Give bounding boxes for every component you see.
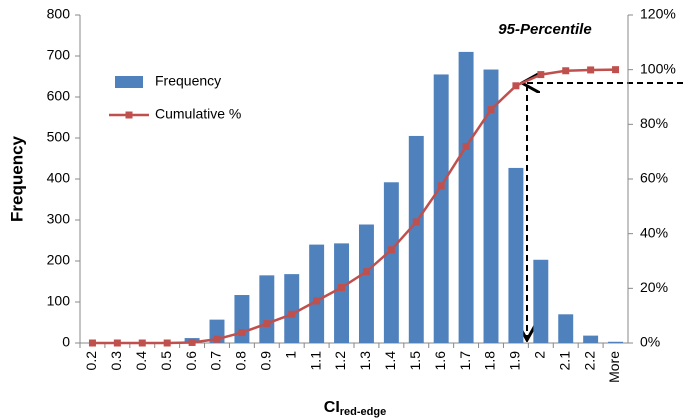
y2-tick-label: 80%	[640, 115, 668, 131]
y-tick-label: 700	[47, 47, 71, 63]
line-marker	[487, 106, 495, 114]
x-tick-label: 1.1	[307, 351, 323, 371]
line-marker	[387, 246, 395, 254]
x-tick-label: 0.5	[158, 351, 174, 371]
legend-swatch-marker	[125, 111, 133, 119]
x-tick-label: 1	[282, 351, 298, 359]
y-tick-label: 100	[47, 293, 71, 309]
x-tick-label: 2	[532, 351, 548, 359]
x-tick-label: 1.2	[332, 351, 348, 371]
line-marker	[263, 320, 271, 328]
line-marker	[288, 310, 296, 318]
bar	[358, 224, 374, 343]
bar	[334, 243, 350, 343]
x-tick-label: 0.3	[108, 351, 124, 371]
y-tick-label: 300	[47, 211, 71, 227]
y-tick-label: 0	[62, 334, 70, 350]
legend-swatch	[115, 76, 143, 88]
line-marker	[362, 268, 370, 276]
bar	[558, 314, 574, 343]
x-tick-label: 0.4	[133, 351, 149, 371]
x-tick-label: 1.3	[357, 351, 373, 371]
x-label-subscript: red-edge	[340, 406, 386, 418]
bar	[608, 341, 624, 343]
x-tick-label: 1.6	[432, 351, 448, 371]
x-tick-label: 1.4	[382, 351, 398, 371]
x-tick-label: 1.7	[457, 351, 473, 371]
x-label-main: CI	[324, 399, 340, 416]
line-marker	[537, 71, 545, 79]
bar	[433, 74, 449, 343]
line-marker	[562, 67, 570, 75]
bar	[309, 244, 325, 343]
line-marker	[188, 338, 196, 346]
x-tick-label: 0.2	[83, 351, 99, 371]
bar	[583, 335, 599, 343]
line-marker	[612, 66, 620, 74]
y2-tick-label: 40%	[640, 224, 668, 240]
line-marker	[462, 142, 470, 150]
line-marker	[138, 339, 146, 347]
x-tick-label: 1.8	[482, 351, 498, 371]
legend-label: Frequency	[155, 73, 221, 89]
legend-label: Cumulative %	[155, 106, 241, 122]
y-axis-label: Frequency	[7, 135, 26, 222]
x-tick-label: 2.1	[556, 351, 572, 371]
line-marker	[587, 66, 595, 74]
y-tick-label: 800	[47, 6, 71, 22]
line-marker	[113, 339, 121, 347]
y2-tick-label: 100%	[640, 60, 676, 76]
line-marker	[412, 218, 420, 226]
x-tick-label: 0.7	[208, 351, 224, 371]
line-marker	[163, 339, 171, 347]
cumulative-line	[92, 68, 616, 345]
x-tick-label: More	[606, 351, 622, 383]
bar	[259, 275, 275, 343]
bar	[483, 69, 499, 343]
line-marker	[437, 182, 445, 190]
x-tick-label: 0.8	[233, 351, 249, 371]
bar	[383, 182, 399, 343]
y-tick-label: 400	[47, 170, 71, 186]
line-marker	[213, 335, 221, 343]
line-marker	[88, 339, 96, 347]
y-tick-label: 200	[47, 252, 71, 268]
bar	[284, 274, 300, 343]
x-tick-label: 1.5	[407, 351, 423, 371]
line-marker	[512, 82, 520, 90]
annotation: 95-Percentile	[498, 21, 591, 38]
x-tick-label: 1.9	[507, 351, 523, 371]
y-tick-label: 600	[47, 88, 71, 104]
x-tick-label: 2.2	[581, 351, 597, 371]
line-marker	[313, 297, 321, 305]
x-axis-label: CIred-edge	[324, 399, 386, 418]
y2-tick-label: 60%	[640, 170, 668, 186]
bar	[408, 135, 424, 343]
line-marker	[238, 329, 246, 337]
y2-tick-label: 120%	[640, 6, 676, 22]
line-marker	[338, 284, 346, 292]
x-tick-label: 0.9	[258, 351, 274, 371]
bar	[533, 259, 549, 343]
x-tick-label: 0.6	[183, 351, 199, 371]
y2-tick-label: 0%	[640, 334, 660, 350]
y-tick-label: 500	[47, 129, 71, 145]
bar	[508, 167, 524, 343]
bar	[458, 51, 474, 344]
y2-tick-label: 20%	[640, 279, 668, 295]
